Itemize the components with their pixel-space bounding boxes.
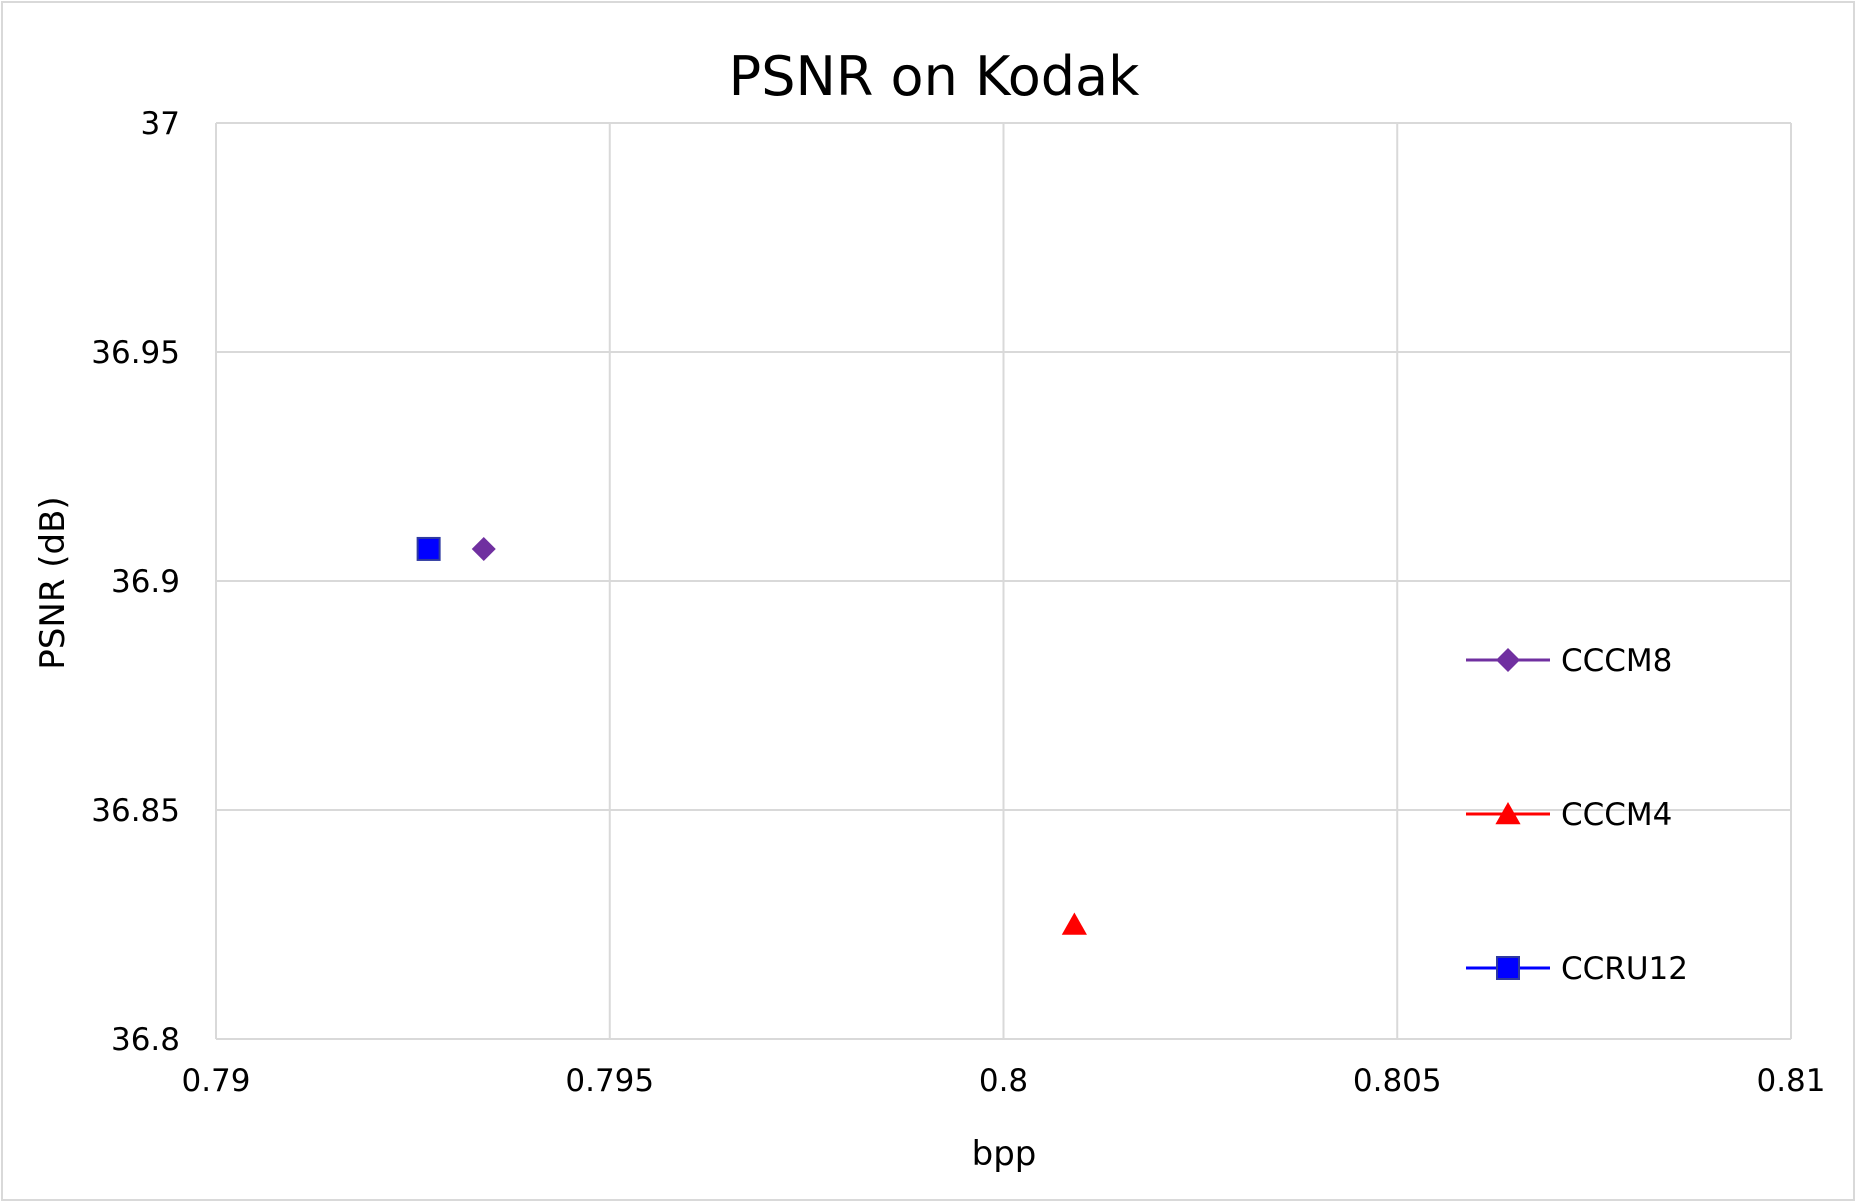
x-tick-label: 0.805 xyxy=(1353,1063,1442,1099)
data-point-cccm4 xyxy=(1061,912,1087,935)
x-axis-label: bpp xyxy=(972,1134,1037,1174)
legend-marker xyxy=(1496,956,1520,980)
y-tick-label: 36.8 xyxy=(111,1022,180,1058)
x-tick-label: 0.795 xyxy=(565,1063,654,1099)
x-tick-label: 0.79 xyxy=(181,1063,250,1099)
legend-item-cccm8: CCCM8 xyxy=(1466,643,1672,679)
tick-labels: 0.79 0.795 0.8 0.805 0.81 36.8 36.85 36.9 36.95 3… xyxy=(91,106,1825,1099)
data-point-cccm8 xyxy=(471,536,496,561)
legend: CCCM8 CCCM4 CCRU12 xyxy=(1466,643,1688,987)
legend-label: CCCM4 xyxy=(1561,797,1672,833)
legend-marker xyxy=(1496,648,1520,672)
y-tick-label: 36.95 xyxy=(91,335,180,371)
legend-label: CCCM8 xyxy=(1561,643,1672,679)
data-points xyxy=(416,536,1087,935)
y-axis-label: PSNR (dB) xyxy=(33,496,73,669)
x-tick-label: 0.8 xyxy=(979,1063,1028,1099)
legend-item-cccm4: CCCM4 xyxy=(1466,797,1672,833)
x-tick-label: 0.81 xyxy=(1756,1063,1825,1099)
legend-label: CCRU12 xyxy=(1561,951,1688,987)
y-tick-label: 37 xyxy=(141,106,180,142)
legend-item-ccru12: CCRU12 xyxy=(1466,951,1688,987)
gridlines xyxy=(215,122,1792,1040)
legend-marker xyxy=(1495,802,1521,825)
data-point-ccru12 xyxy=(416,536,441,561)
y-tick-label: 36.85 xyxy=(91,793,180,829)
chart-title: PSNR on Kodak xyxy=(729,45,1140,108)
y-tick-label: 36.9 xyxy=(111,564,180,600)
